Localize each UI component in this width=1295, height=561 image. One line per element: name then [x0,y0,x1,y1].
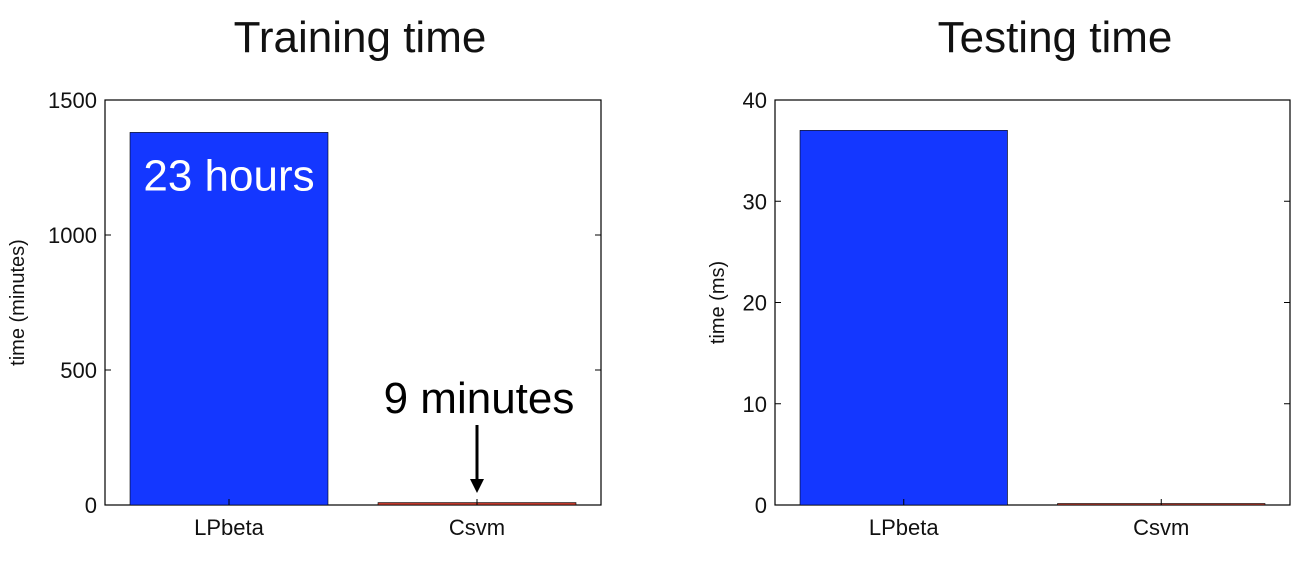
x-tick-label: Csvm [449,515,505,540]
bar-annotation-label: 23 hours [143,151,314,200]
y-tick-label: 30 [743,189,767,214]
y-axis-label: time (minutes) [7,239,29,366]
y-tick-label: 1000 [48,223,97,248]
y-tick-label: 0 [85,493,97,518]
x-tick-label: LPbeta [194,515,264,540]
y-axis-label: time (ms) [707,261,729,344]
bar-lpbeta [799,130,1008,506]
chart-2: Testing time 0 10 20 30 40 time (ms) LPbeta Csvm [707,13,1291,540]
annotation-arrow-head [470,479,484,493]
chart-title: Training time [234,13,487,62]
y-tick-label: 10 [743,392,767,417]
plot-frame [104,99,602,506]
y-tick-label: 500 [60,358,97,383]
arrow-annotation-label: 9 minutes [384,374,575,423]
x-tick-label: Csvm [1133,515,1189,540]
y-tick-label: 0 [755,493,767,518]
bar-lpbeta [129,132,329,506]
y-tick-label: 1500 [48,88,97,113]
y-tick-label: 40 [743,88,767,113]
chart-1: Training time 0 500 1000 1500 time (minutes) L… [7,13,602,540]
x-tick-label: LPbeta [869,515,939,540]
y-tick-label: 20 [743,291,767,316]
chart-title: Testing time [938,13,1173,62]
